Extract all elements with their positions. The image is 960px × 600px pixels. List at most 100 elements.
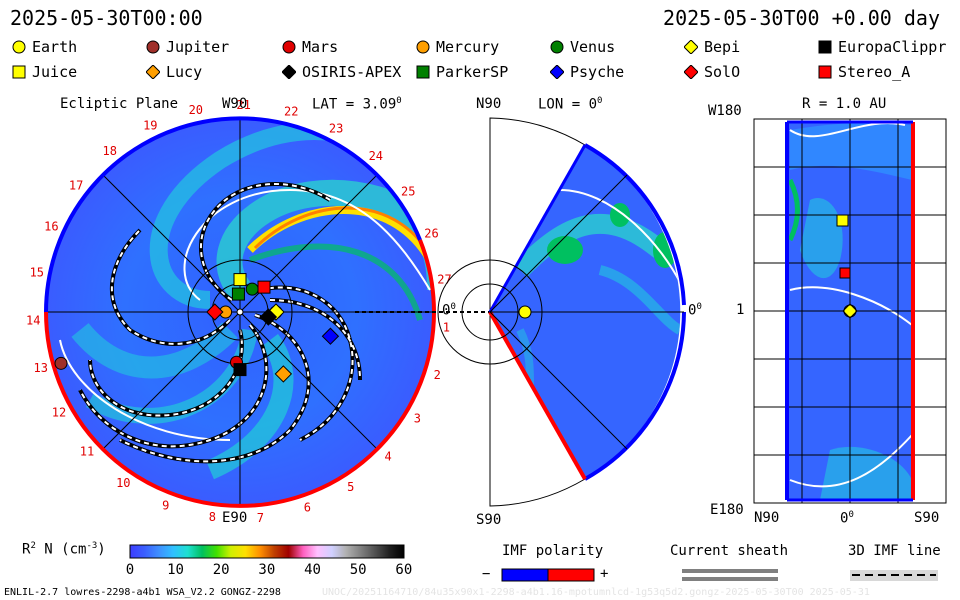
ecliptic-markers [54,273,340,383]
meridional-top-label: N90 [476,96,502,112]
sector-number: 9 [162,498,169,512]
sphere-stereo-a-marker [839,267,851,279]
imf-plus-label: + [600,566,609,582]
sector-number: 5 [347,480,354,494]
psyche-marker [321,327,340,345]
imf-negative-swatch [501,568,549,582]
osiris-apex-symbol [282,65,296,79]
lucy-marker [274,365,293,383]
venus-marker [245,282,259,296]
psyche-symbol [550,65,564,79]
sector-number: 23 [329,122,343,136]
sphere-left-bottom: E180 [710,502,744,518]
legend-label: ParkerSP [436,63,509,81]
colorbar-tick-label: 30 [258,562,276,578]
sphere-juice-marker [836,214,849,227]
legend-label: Psyche [570,63,625,81]
legend-label: Venus [570,38,616,56]
ecliptic-ring-positive-a [418,239,436,313]
sector-number: 11 [80,444,94,458]
footer-left: ENLIL-2.7 lowres-2298-a4b1 WSA_V2.2 GONG… [4,587,281,598]
sphere-title: R = 1.0 AU [802,96,887,112]
footer-right: UNOC/20251164710/84u35x90x1-2298-a4b1.16… [322,587,870,598]
sector-number: 20 [189,103,203,117]
sector-number: 18 [102,144,116,158]
sun-marker [236,308,244,316]
parkersp-marker [231,287,245,301]
legend-label: Stereo_A [838,63,911,81]
meridional-bottom-label: S90 [476,512,502,528]
sphere-earth-marker [843,304,857,318]
bepi-symbol [684,40,698,54]
imf-polarity-title: IMF polarity [502,543,604,559]
ecliptic-title: Ecliptic Plane [60,96,179,112]
colorbar-tick-label: 50 [349,562,367,578]
legend-label: Jupiter [166,38,230,56]
mercury-symbol [416,40,430,54]
ecliptic-bottom-label: E90 [222,510,248,526]
sphere-left-mid: 1 [736,302,745,318]
jupiter-marker [54,356,68,370]
meridional-zero-label: 00 [688,302,702,319]
legend-label: Lucy [166,63,203,81]
sector-number: 25 [401,184,415,198]
ecliptic-lat-label: LAT = 3.090 [312,96,402,113]
sheath-swatch-a [682,569,778,573]
ecliptic-top-label: W90 [222,96,248,112]
legend-label: Earth [32,38,78,56]
right-timestamp: 2025-05-30T00 +0.00 day [663,6,940,30]
europaclippr-marker [233,363,247,377]
sector-number: 27 [437,273,451,287]
lucy-symbol [146,65,160,79]
legend-label: Mercury [436,38,500,56]
osiris-apex-marker [259,308,278,326]
europaclippr-symbol [818,40,832,54]
left-timestamp: 2025-05-30T00:00 [10,6,203,30]
sector-number: 7 [257,511,264,525]
jupiter-symbol [146,40,160,54]
colorbar-tick-label: 60 [395,562,413,578]
ecliptic-ring-positive-b [44,311,436,508]
stereo-a-symbol [818,65,832,79]
sphere-panel [753,118,947,504]
legend-label: OSIRIS-APEX [302,63,402,81]
legend-label: Mars [302,38,339,56]
colorbar-tick-label: 20 [212,562,230,578]
sector-number: 8 [209,510,216,524]
legend-label: Bepi [704,38,741,56]
imf3d-title: 3D IMF line [848,543,941,559]
ecliptic-zero-label: 00 [442,302,456,319]
sector-number: 15 [30,266,44,280]
solo-symbol [684,65,698,79]
ecliptic-ring-negative [44,116,422,313]
sector-number: 14 [26,313,40,327]
sector-number: 26 [424,226,438,240]
venus-symbol [550,40,564,54]
sphere-bottom-left: N90 [754,510,780,526]
legend-label: EuropaClippr [838,38,947,56]
sector-number: 10 [116,476,130,490]
legend-label: SolO [704,63,741,81]
colorbar-tick-label: 10 [167,562,184,578]
stereo-a-marker [257,280,271,294]
sphere-left-top: W180 [708,103,742,119]
parkersp-symbol [416,65,430,79]
colorbar-tick-label: 40 [304,562,321,578]
earth-symbol [12,40,26,54]
current-sheath-title: Current sheath [670,543,789,559]
sector-number: 17 [69,179,83,193]
colorbar [129,544,405,559]
sector-number: 1 [443,321,450,335]
meridional-lon-label: LON = 00 [538,96,603,113]
sheath-swatch-b [682,577,778,581]
sphere-bottom-mid: 00 [840,510,854,527]
sector-number: 12 [52,405,66,419]
legend-label: Juice [32,63,78,81]
sector-number: 19 [143,118,157,132]
colorbar-tick-label: 0 [125,562,135,578]
sector-number: 3 [414,412,421,426]
juice-symbol [12,65,26,79]
